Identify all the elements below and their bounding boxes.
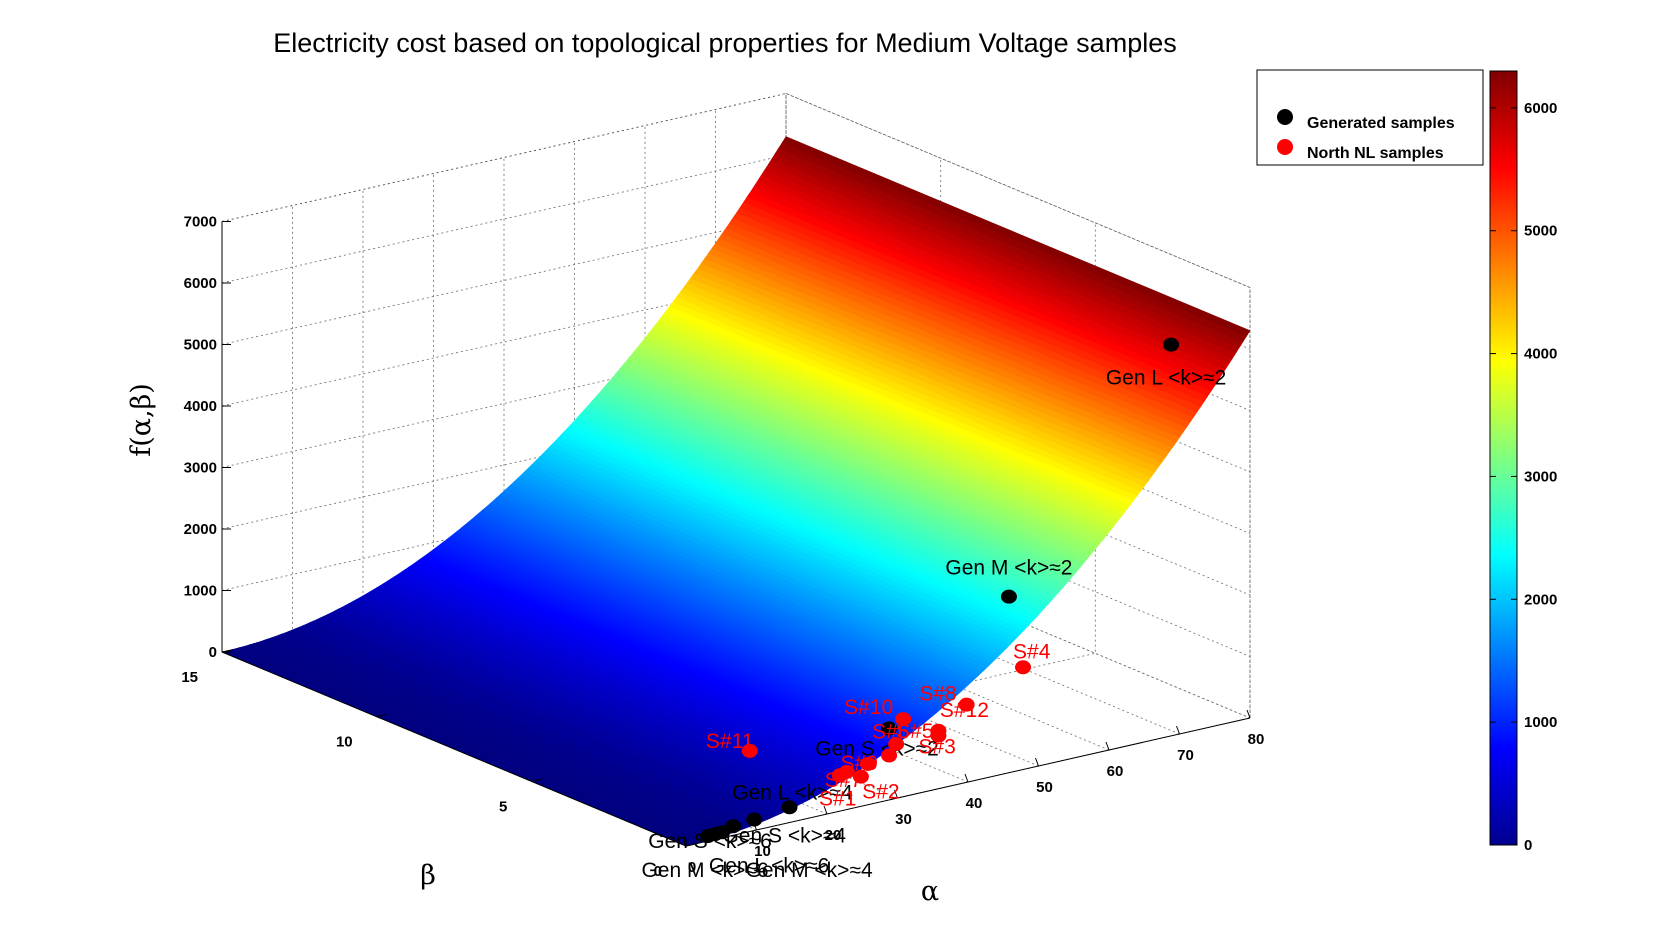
data-point — [888, 737, 905, 752]
legend-marker-north-nl — [1277, 139, 1293, 155]
data-point — [838, 764, 855, 779]
y-tick-mark — [685, 843, 697, 847]
data-point — [852, 769, 869, 784]
z-tick-label: 4000 — [184, 398, 217, 415]
x-tick-label: 10 — [754, 843, 771, 860]
x-tick-label: 70 — [1177, 747, 1194, 764]
cost-surface — [221, 136, 1251, 847]
point-label: S#11 — [706, 730, 754, 753]
legend-label-generated: Generated samples — [1307, 115, 1455, 132]
z-tick-label: 5000 — [184, 337, 217, 354]
point-label: Gen L <k>≈2 — [1106, 367, 1227, 390]
data-point — [881, 748, 898, 763]
z-axis-label: f(α,β) — [126, 383, 157, 457]
colorbar-tick-label: 3000 — [1524, 468, 1557, 485]
legend-box — [1256, 69, 1484, 166]
point-label: S#3 — [918, 736, 955, 759]
colorbar-tick-label: 4000 — [1524, 346, 1557, 363]
point-label: Gen S <k>≈4 — [722, 825, 846, 848]
y-tick-label: 15 — [181, 669, 198, 686]
x-tick-mark — [894, 789, 898, 799]
point-label: Gen S <k>≈2 — [815, 737, 939, 760]
y-axis-label: β — [420, 860, 436, 891]
point-label: S#2 — [862, 781, 899, 804]
data-point — [859, 756, 876, 771]
z-tick-label: 6000 — [184, 275, 217, 292]
colorbar: 0 1000 2000 3000 4000 5000 6000 — [1489, 70, 1557, 854]
point-label: Gen M <k>≈2 — [945, 557, 1072, 580]
x-tick-label: 80 — [1248, 731, 1265, 748]
data-point — [930, 723, 947, 738]
y-tick-label: 10 — [336, 734, 353, 751]
x-tick-mark — [1105, 741, 1110, 751]
data-point — [881, 721, 898, 736]
point-label: Gen L <k>≈4 — [732, 781, 853, 804]
surface-strip — [782, 136, 1251, 337]
x-tick-mark — [1246, 709, 1251, 719]
colorbar-ticks: 0 1000 2000 3000 4000 5000 6000 — [1490, 100, 1557, 854]
sample-points: Gen L <k>≈2 Gen M <k>≈2 Gen S <k>≈2 Gen L <… — [641, 337, 1227, 882]
x-tick-mark — [823, 805, 828, 815]
y-axis-line — [221, 651, 687, 847]
data-point — [781, 800, 798, 815]
point-label: S#8 — [919, 683, 956, 706]
colorbar-gradient — [1489, 70, 1518, 846]
z-tick-label: 7000 — [184, 214, 217, 231]
x-tick-label: 50 — [1036, 779, 1053, 796]
point-label: S#1 — [819, 787, 856, 810]
y-tick-label: 5 — [499, 798, 507, 815]
point-label: S#7 — [825, 769, 862, 792]
legend-label-north-nl: North NL samples — [1307, 145, 1444, 162]
z-tick-label: 2000 — [184, 521, 217, 538]
point-label: Gen M <k>≈4 — [746, 859, 873, 882]
x-tick-label: 20 — [825, 827, 842, 844]
z-tick-label: 0 — [209, 644, 217, 661]
data-point — [746, 812, 763, 827]
x-tick-label: 30 — [895, 811, 912, 828]
colorbar-tick-label: 6000 — [1524, 100, 1557, 117]
x-tick-mark — [1035, 757, 1039, 767]
point-label: Gen M <k>≈6 — [641, 859, 768, 882]
data-point — [714, 825, 731, 840]
grid-edge — [785, 93, 1251, 288]
point-label: S#12 — [940, 699, 989, 722]
chart-title: Electricity cost based on topological pr… — [273, 28, 1176, 58]
x-tick-label: 40 — [966, 795, 983, 812]
legend-marker-generated — [1277, 109, 1293, 125]
data-point — [1015, 660, 1032, 675]
point-label: S#6 — [872, 720, 909, 743]
x-tick-mark — [964, 773, 969, 783]
point-label: Gen L <k>≈6 — [709, 854, 830, 877]
data-point — [1000, 589, 1017, 604]
point-label: S#5 — [896, 720, 933, 743]
z-tick-label: 1000 — [184, 583, 217, 600]
y-tick-mark — [376, 714, 387, 718]
data-point — [895, 712, 912, 727]
colorbar-tick-label: 5000 — [1524, 223, 1557, 240]
colorbar-tick-label: 2000 — [1524, 591, 1557, 608]
axes: 0 1000 2000 3000 4000 5000 6000 7000 0 5 10 15 0 10 20… — [181, 214, 1264, 881]
data-point — [741, 743, 758, 758]
legend: Generated samples North NL samples — [1256, 69, 1484, 166]
data-point — [700, 829, 717, 844]
x-tick-label: 0 — [688, 859, 696, 876]
x-tick-mark — [682, 837, 687, 847]
y-tick-mark — [221, 649, 233, 653]
grid-edge — [221, 93, 787, 222]
point-label: S#4 — [1013, 640, 1051, 663]
data-point — [1163, 337, 1180, 352]
colorbar-tick-label: 0 — [1524, 837, 1532, 854]
x-tick-mark — [1176, 725, 1180, 735]
z-tick-label: 3000 — [184, 460, 217, 477]
colorbar-tick-label: 1000 — [1524, 714, 1557, 731]
data-point — [958, 697, 975, 712]
y-tick-label: 0 — [654, 863, 662, 880]
x-tick-label: 60 — [1107, 763, 1124, 780]
point-label: S#10 — [844, 696, 893, 719]
y-tick-mark — [531, 778, 542, 782]
point-label: S#9 — [841, 752, 878, 775]
x-axis-label: α — [921, 876, 939, 907]
